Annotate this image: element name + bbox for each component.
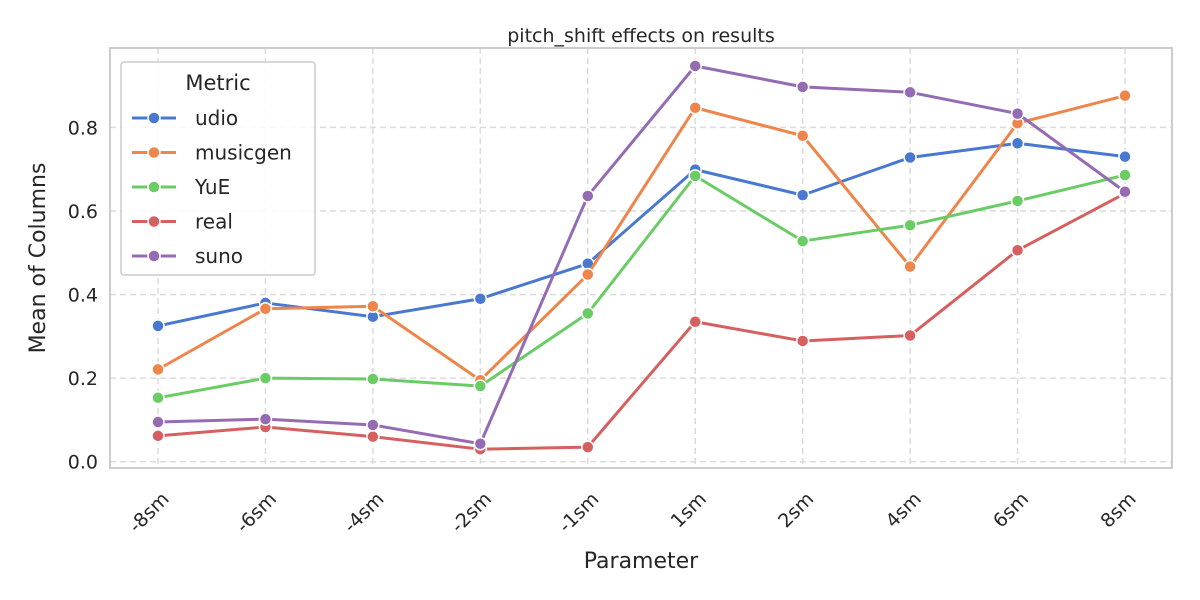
legend-label: real — [195, 210, 233, 234]
data-point — [1010, 243, 1025, 258]
y-axis-title: Mean of Columns — [26, 163, 51, 354]
data-point — [688, 314, 702, 329]
legend-item-suno: suno — [132, 244, 243, 268]
data-point — [581, 306, 595, 321]
data-point — [795, 129, 810, 143]
data-point — [903, 259, 917, 274]
data-point — [473, 291, 488, 306]
legend-item-yue: YuE — [132, 175, 230, 199]
data-point — [688, 59, 702, 73]
legend-item-real: real — [132, 210, 233, 234]
data-point — [581, 189, 595, 203]
data-point — [151, 319, 165, 333]
data-point — [795, 80, 810, 94]
series-lines — [151, 59, 1132, 456]
y-tick-label: 0.8 — [68, 117, 98, 139]
series-line — [157, 141, 1126, 328]
legend-item-musicgen: musicgen — [132, 141, 292, 165]
data-point — [1010, 194, 1025, 208]
y-tick-label: 0.6 — [68, 201, 98, 223]
y-tick-labels: 0.0 0.2 0.4 0.6 0.8 — [68, 117, 98, 473]
data-point — [795, 234, 810, 248]
data-point — [903, 328, 917, 343]
data-point — [1118, 149, 1132, 164]
series-musicgen — [151, 88, 1132, 387]
data-point — [258, 412, 273, 426]
series-line — [157, 192, 1126, 451]
data-point — [795, 334, 810, 348]
y-tick-label: 0.0 — [68, 452, 98, 474]
data-point — [1118, 185, 1132, 199]
x-axis-title: Parameter — [584, 549, 699, 574]
legend-label: musicgen — [195, 141, 292, 165]
data-point — [1118, 168, 1132, 182]
legend-label: YuE — [194, 175, 230, 199]
series-line — [157, 173, 1126, 400]
data-point — [151, 391, 165, 405]
legend-title: Metric — [185, 71, 250, 95]
data-point — [473, 379, 488, 393]
legend-marker — [147, 249, 161, 263]
legend-item-udio: udio — [132, 106, 238, 130]
data-point — [258, 371, 273, 385]
data-point — [473, 437, 488, 451]
series-yue — [151, 168, 1132, 405]
data-point — [581, 267, 595, 282]
series-line — [157, 64, 1126, 446]
y-tick-label: 0.4 — [68, 285, 98, 307]
data-point — [1010, 106, 1025, 121]
legend: Metric udio musicgen YuE real suno — [120, 61, 316, 276]
data-point — [151, 415, 165, 429]
data-point — [258, 302, 273, 316]
data-point — [366, 429, 380, 444]
data-point — [903, 218, 917, 232]
data-point — [151, 429, 165, 443]
chart-title: pitch_shift effects on results — [507, 25, 775, 47]
legend-marker — [147, 111, 161, 125]
data-point — [366, 299, 380, 314]
data-point — [1010, 136, 1025, 151]
data-point — [795, 188, 810, 202]
data-point — [581, 440, 595, 454]
y-tick-label: 0.2 — [68, 368, 98, 390]
legend-marker — [147, 214, 161, 229]
legend-marker — [147, 145, 161, 160]
legend-label: udio — [195, 106, 238, 130]
data-point — [903, 85, 917, 100]
data-point — [688, 101, 702, 115]
series-suno — [151, 59, 1132, 451]
data-point — [151, 362, 165, 377]
data-point — [366, 372, 380, 386]
legend-label: suno — [195, 244, 243, 268]
data-point — [366, 418, 380, 432]
data-point — [1118, 88, 1132, 103]
data-point — [903, 150, 917, 165]
legend-marker — [147, 180, 161, 194]
series-line — [157, 94, 1126, 382]
data-point — [688, 169, 702, 183]
plot-frame — [109, 47, 1173, 469]
